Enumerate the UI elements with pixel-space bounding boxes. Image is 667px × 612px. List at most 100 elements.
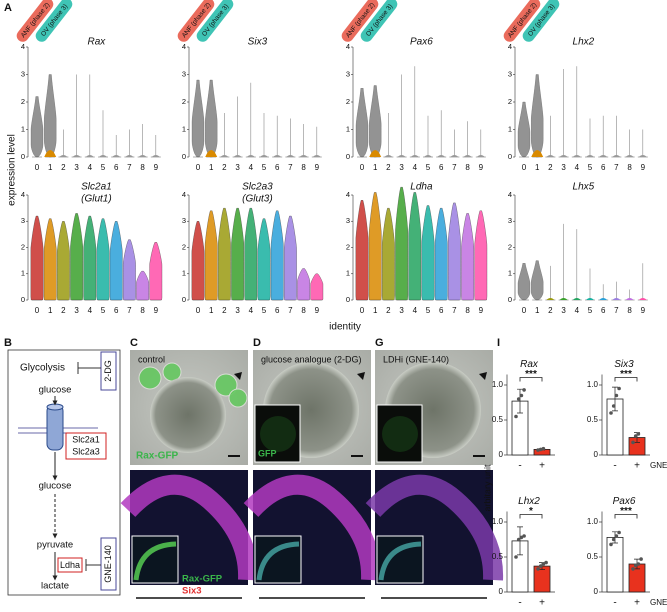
badge-shape	[503, 0, 541, 42]
x-tick-label: -	[518, 598, 521, 609]
x-tick-label: 0	[360, 306, 365, 315]
x-axis-label: identity	[329, 322, 361, 333]
x-tick-label: 8	[301, 306, 306, 315]
data-point	[519, 393, 524, 398]
gene-title: Ldha	[410, 182, 433, 193]
violin	[205, 79, 218, 158]
data-point	[614, 393, 619, 398]
violin-base	[612, 298, 621, 300]
x-tick-label: +	[634, 598, 640, 609]
x-tick-label: 7	[288, 163, 293, 172]
violin-base	[531, 150, 544, 157]
violin	[355, 200, 369, 301]
gene-subtitle: (Glut1)	[81, 194, 112, 205]
violin	[123, 239, 136, 301]
x-tick-label: 5	[426, 163, 431, 172]
y-tick-label: 4	[346, 42, 350, 51]
violin-base	[559, 298, 568, 300]
gene-title: Pax6	[410, 37, 433, 48]
data-point	[639, 557, 643, 561]
data-point	[617, 386, 621, 391]
x-tick-label: 0	[360, 163, 365, 172]
panel-label: G	[375, 337, 384, 349]
violin	[136, 270, 149, 301]
y-tick-label: 0	[594, 450, 599, 459]
violin	[191, 221, 205, 301]
gene-title: Slc2a1	[81, 182, 112, 193]
violin	[421, 205, 435, 301]
panel-label: A	[4, 2, 12, 14]
x-tick-label: 2	[386, 163, 391, 172]
x-tick-label: 0	[35, 163, 40, 172]
y-tick-label: 2	[508, 242, 512, 251]
data-point	[633, 434, 638, 438]
badge-shape	[196, 0, 234, 42]
x-tick-label: 6	[275, 163, 280, 172]
violin	[70, 213, 83, 301]
x-tick-label: 1	[535, 306, 540, 315]
data-point	[541, 446, 546, 451]
x-tick-label: 6	[601, 163, 606, 172]
violin	[44, 74, 57, 158]
y-tick-label: 2	[346, 97, 350, 106]
violin-base	[476, 155, 485, 157]
violin	[517, 263, 531, 301]
tissue-band	[243, 474, 382, 581]
x-tick-label: 1	[209, 163, 214, 172]
violin-base	[369, 150, 382, 157]
metabolite: lactate	[41, 581, 69, 592]
x-tick-label: 4	[88, 163, 93, 172]
data-point	[611, 404, 616, 408]
x-tick-label: +	[539, 461, 545, 472]
inhibitor-label: 2-DG	[103, 360, 113, 382]
x-tick-label: 3	[235, 163, 240, 172]
x-tick-label: 5	[101, 163, 106, 172]
x-tick-label: 8	[627, 163, 632, 172]
violin	[395, 186, 408, 301]
legend-label: Rax-GFP	[182, 574, 223, 585]
violin-base	[559, 155, 568, 157]
transporter-top	[46, 403, 64, 411]
gene-title: Rax	[520, 359, 539, 370]
violin-base	[546, 298, 555, 300]
x-tick-label: 4	[413, 306, 418, 315]
y-tick-label: 0	[346, 295, 350, 304]
violin	[96, 218, 110, 301]
inset-organoid	[260, 416, 296, 452]
inhibitor-box	[100, 351, 117, 391]
y-tick-label: 4	[508, 42, 512, 51]
violin-base	[99, 155, 107, 157]
x-tick-label: 4	[88, 306, 93, 315]
violin	[43, 218, 57, 301]
x-tick-label: 5	[101, 306, 106, 315]
violin-base	[59, 155, 68, 157]
x-tick-label: 3	[74, 163, 79, 172]
x-tick-label: 9	[641, 163, 646, 172]
violin-base	[233, 155, 242, 157]
y-tick-label: 0	[21, 152, 25, 161]
y-tick-label: 3	[346, 216, 350, 225]
significance: ***	[620, 369, 632, 380]
y-tick-label: 1	[21, 269, 25, 278]
y-tick-label: 0	[182, 295, 186, 304]
x-tick-label: 5	[426, 306, 431, 315]
metabolite: glucose	[39, 481, 72, 492]
x-tick-label: 6	[275, 306, 280, 315]
violin-base	[612, 155, 621, 157]
violin	[297, 268, 310, 301]
violin	[474, 210, 488, 301]
panel-label: D	[253, 337, 261, 349]
pathway-label: Glycolysis	[20, 363, 65, 374]
error-bar	[517, 388, 523, 414]
violin	[83, 215, 97, 301]
panel-label: B	[4, 337, 12, 349]
violin	[244, 207, 258, 301]
x-tick-label: 4	[575, 163, 580, 172]
x-tick-label: 0	[35, 306, 40, 315]
violin	[30, 96, 44, 158]
y-tick-label: 0	[346, 152, 350, 161]
significance: *	[529, 506, 533, 517]
y-tick-label: 0.5	[587, 415, 599, 424]
treatment-label: GNE-140	[650, 461, 667, 470]
y-tick-label: 2	[21, 97, 25, 106]
